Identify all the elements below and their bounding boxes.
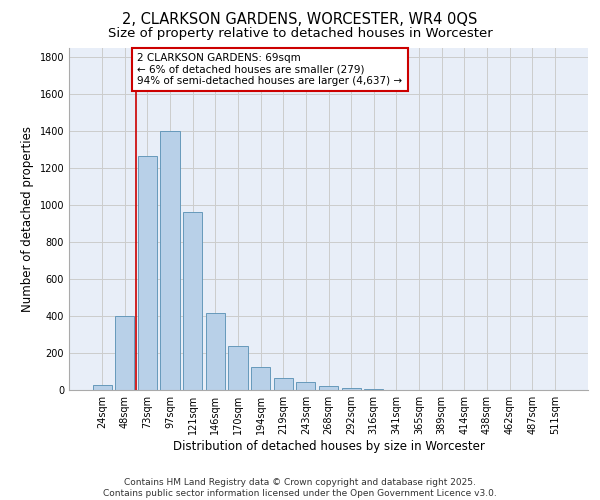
X-axis label: Distribution of detached houses by size in Worcester: Distribution of detached houses by size …	[173, 440, 484, 453]
Bar	[115, 316, 134, 390]
Bar	[251, 367, 270, 390]
Bar	[341, 388, 361, 390]
Text: 2 CLARKSON GARDENS: 69sqm
← 6% of detached houses are smaller (279)
94% of semi-: 2 CLARKSON GARDENS: 69sqm ← 6% of detach…	[137, 53, 403, 86]
Bar	[206, 313, 225, 390]
Bar	[296, 382, 316, 390]
Text: Contains HM Land Registry data © Crown copyright and database right 2025.
Contai: Contains HM Land Registry data © Crown c…	[103, 478, 497, 498]
Y-axis label: Number of detached properties: Number of detached properties	[21, 126, 34, 312]
Bar	[138, 156, 157, 390]
Text: 2, CLARKSON GARDENS, WORCESTER, WR4 0QS: 2, CLARKSON GARDENS, WORCESTER, WR4 0QS	[122, 12, 478, 28]
Bar	[229, 346, 248, 390]
Bar	[92, 386, 112, 390]
Bar	[319, 386, 338, 390]
Bar	[183, 212, 202, 390]
Bar	[274, 378, 293, 390]
Bar	[364, 389, 383, 390]
Text: Size of property relative to detached houses in Worcester: Size of property relative to detached ho…	[107, 28, 493, 40]
Bar	[160, 131, 180, 390]
